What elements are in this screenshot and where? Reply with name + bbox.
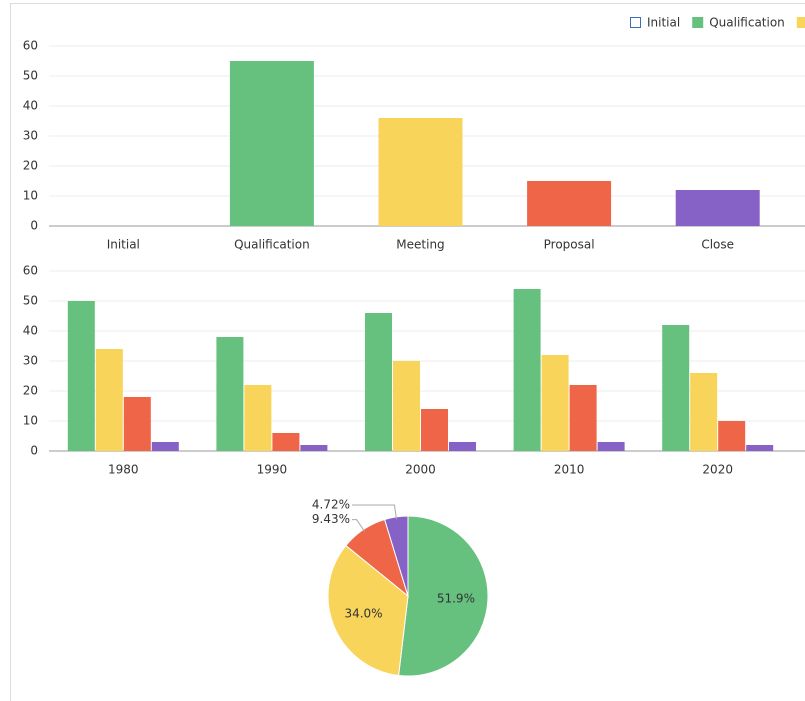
y-tick-label: 10 bbox=[23, 414, 38, 428]
bar bbox=[421, 409, 448, 451]
x-tick-label: 2000 bbox=[405, 463, 436, 477]
bar bbox=[151, 442, 179, 451]
bar bbox=[378, 118, 463, 226]
bar bbox=[393, 361, 420, 451]
bar bbox=[746, 445, 774, 451]
x-tick-label: 1980 bbox=[108, 463, 139, 477]
slice-label: 51.9% bbox=[437, 591, 475, 605]
x-tick-label: Close bbox=[701, 238, 734, 252]
bar bbox=[541, 355, 569, 451]
bar bbox=[690, 373, 718, 451]
y-tick-label: 40 bbox=[23, 99, 38, 113]
panel-border bbox=[10, 3, 805, 701]
y-tick-label: 50 bbox=[23, 69, 38, 83]
bar bbox=[123, 397, 151, 451]
legend-label: Initial bbox=[647, 16, 680, 30]
bar bbox=[569, 385, 597, 451]
legend-swatch bbox=[796, 17, 805, 28]
bar bbox=[365, 313, 392, 451]
pie-slice bbox=[398, 515, 489, 677]
slice-label: 9.43% bbox=[312, 512, 350, 526]
bar bbox=[718, 421, 746, 451]
x-tick-label: 2010 bbox=[554, 463, 585, 477]
bar bbox=[229, 61, 314, 226]
bar bbox=[95, 349, 123, 451]
bar bbox=[597, 442, 625, 451]
x-tick-label: Initial bbox=[107, 238, 140, 252]
slice-label: 34.0% bbox=[344, 607, 382, 621]
y-tick-label: 10 bbox=[23, 189, 38, 203]
bar bbox=[300, 445, 328, 451]
y-tick-label: 0 bbox=[30, 444, 38, 458]
y-tick-label: 40 bbox=[23, 324, 38, 338]
x-tick-label: Meeting bbox=[396, 238, 444, 252]
x-tick-label: 2020 bbox=[702, 463, 733, 477]
bar bbox=[244, 385, 272, 451]
bar bbox=[216, 337, 244, 451]
y-tick-label: 30 bbox=[23, 354, 38, 368]
x-tick-label: Qualification bbox=[234, 238, 310, 252]
y-tick-label: 0 bbox=[30, 219, 38, 233]
y-tick-label: 20 bbox=[23, 159, 38, 173]
legend-swatch bbox=[630, 17, 641, 28]
slice-label: 4.72% bbox=[312, 498, 350, 512]
x-tick-label: Proposal bbox=[544, 238, 595, 252]
y-tick-label: 20 bbox=[23, 384, 38, 398]
bar bbox=[272, 433, 300, 451]
bar bbox=[527, 181, 612, 226]
y-tick-label: 60 bbox=[23, 39, 38, 53]
y-tick-label: 30 bbox=[23, 129, 38, 143]
leader-line bbox=[352, 519, 366, 532]
y-tick-label: 50 bbox=[23, 294, 38, 308]
x-tick-label: 1990 bbox=[257, 463, 288, 477]
bar bbox=[513, 289, 541, 451]
pie-slice bbox=[327, 544, 409, 677]
legend-label: Qualification bbox=[709, 16, 785, 30]
legend-swatch bbox=[692, 17, 704, 28]
y-tick-label: 60 bbox=[23, 264, 38, 278]
bar bbox=[67, 301, 95, 451]
leader-line bbox=[352, 504, 398, 520]
bar bbox=[675, 190, 760, 226]
bar bbox=[662, 325, 690, 451]
bar bbox=[449, 442, 476, 451]
